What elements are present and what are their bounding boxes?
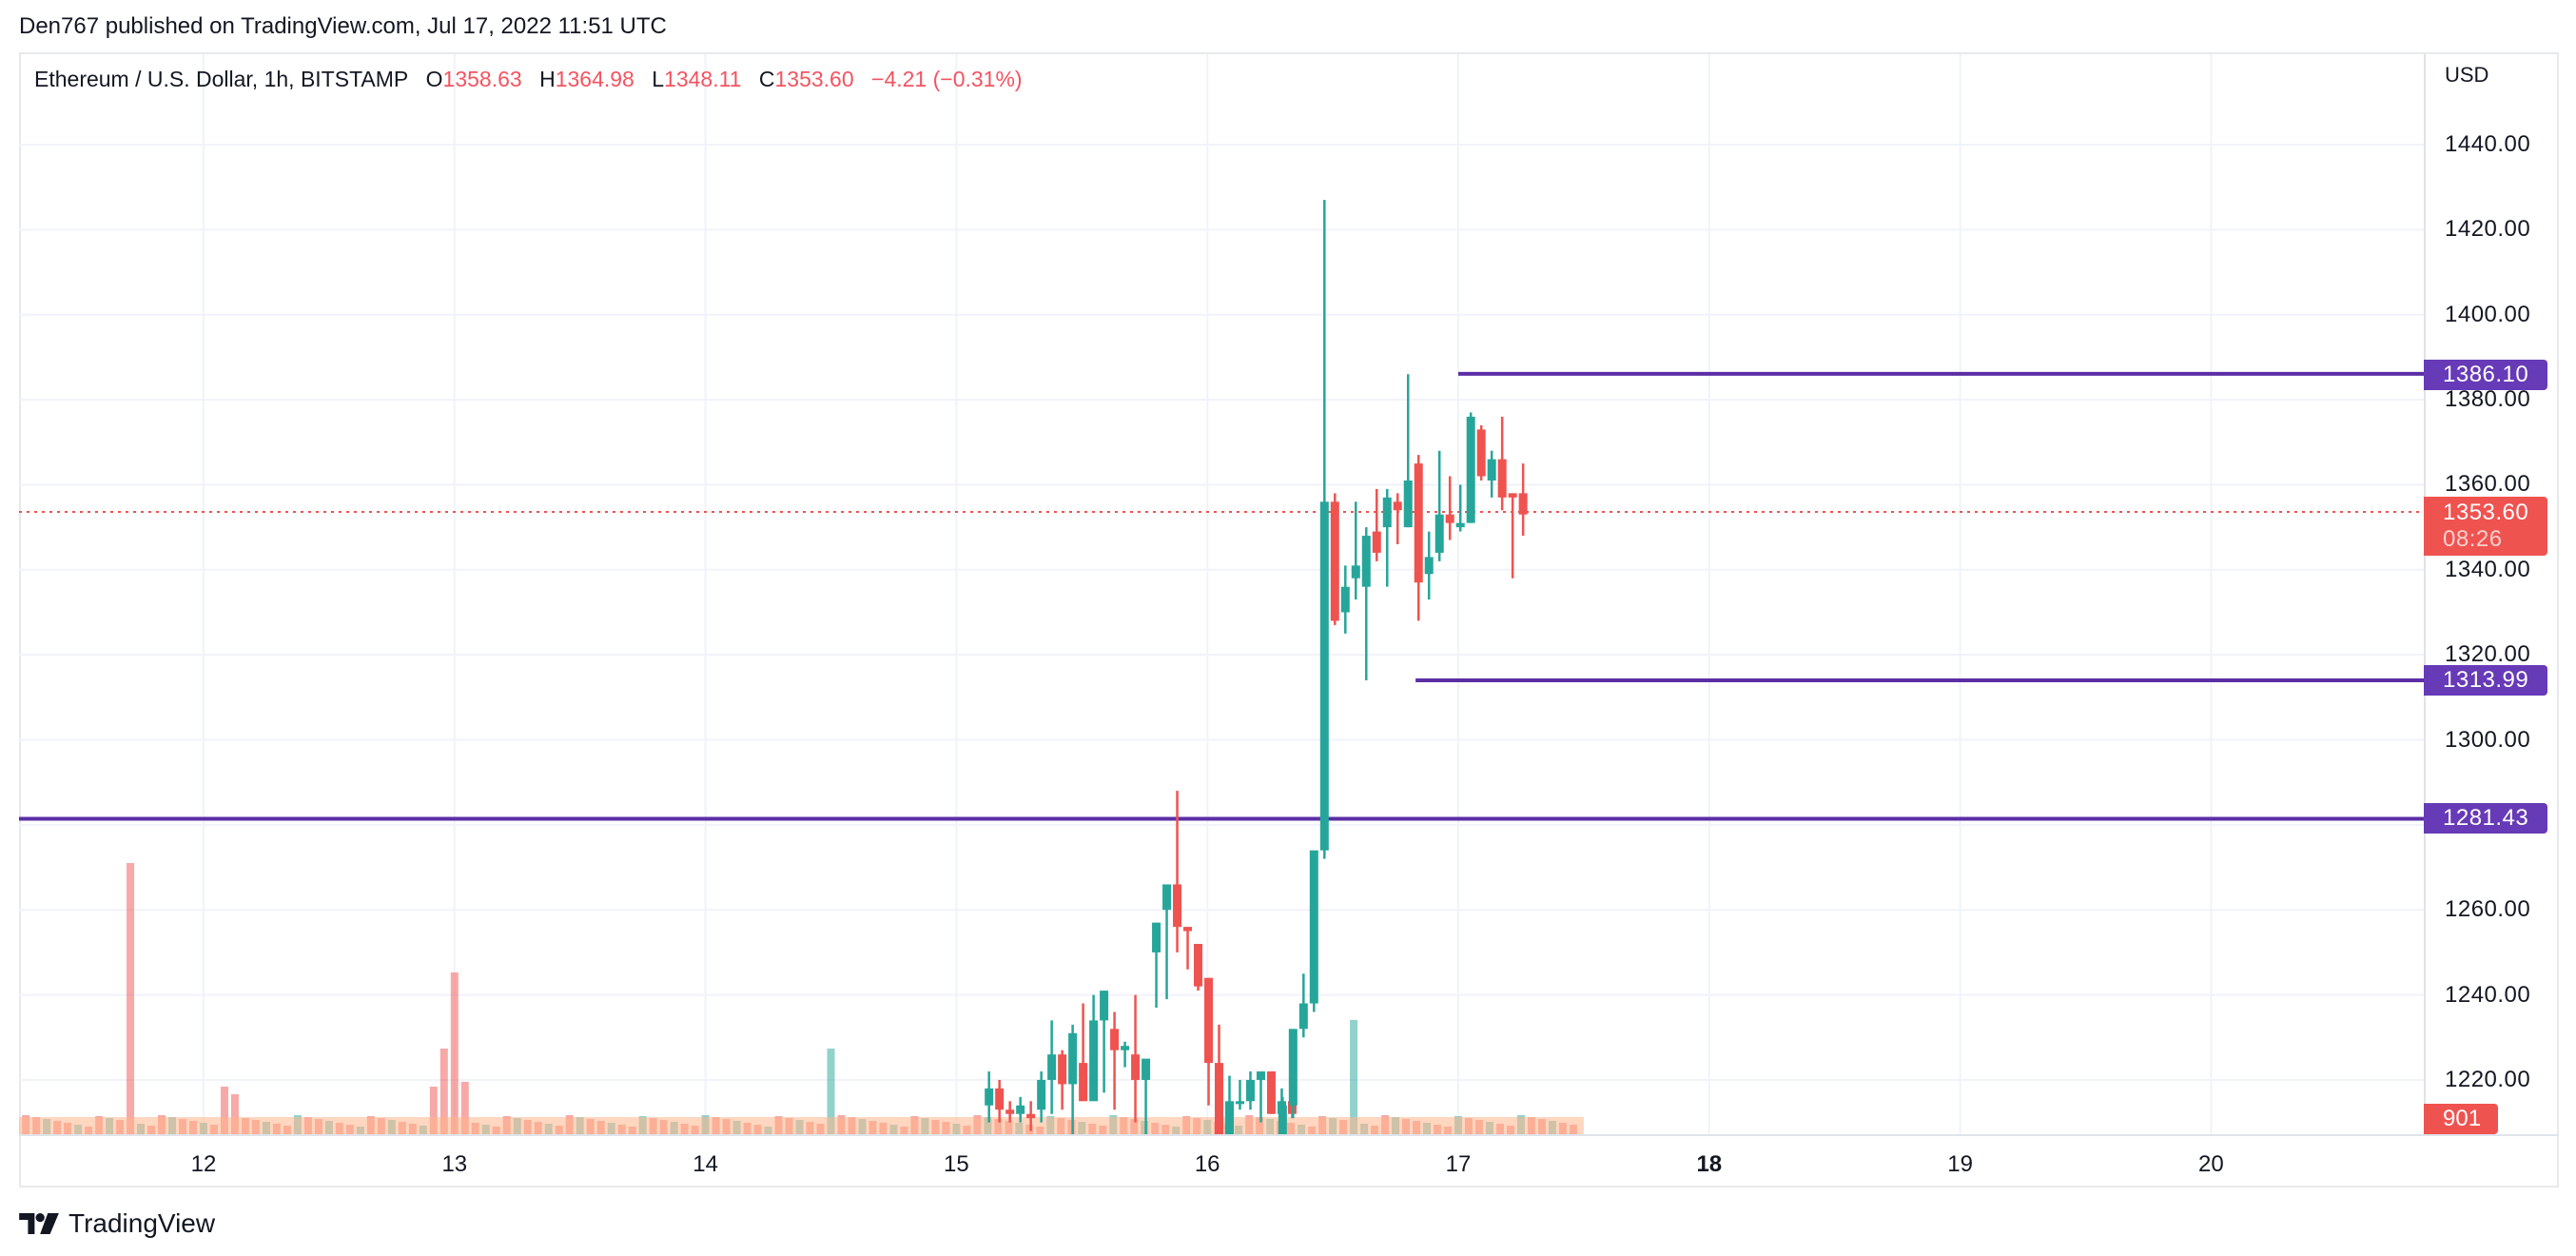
open-value: 1358.63	[442, 67, 522, 91]
low-label: L	[652, 67, 665, 91]
upper-level-badge: 1386.10	[2424, 360, 2547, 390]
bar-countdown: 08:26	[2443, 526, 2503, 552]
low-value: 1348.11	[664, 67, 742, 91]
price-tick: 1380.00	[2445, 386, 2531, 413]
candlestick-chart	[19, 54, 2424, 1134]
volume-badge: 901	[2424, 1104, 2498, 1134]
price-tick: 1440.00	[2445, 131, 2531, 157]
price-tick: 1420.00	[2445, 216, 2531, 243]
price-tick: 1240.00	[2445, 981, 2531, 1008]
time-tick: 13	[441, 1151, 468, 1177]
price-tick: 1260.00	[2445, 896, 2531, 923]
chart-frame	[19, 52, 2559, 1187]
time-tick: 20	[2198, 1151, 2224, 1177]
high-value: 1364.98	[555, 67, 634, 91]
time-tick: 18	[1696, 1151, 1723, 1177]
price-axis[interactable]	[2424, 54, 2559, 1134]
time-tick: 19	[1947, 1151, 1973, 1177]
open-label: O	[425, 67, 443, 91]
time-tick: 15	[944, 1151, 969, 1177]
price-tick: 1300.00	[2445, 726, 2531, 753]
time-tick: 16	[1194, 1151, 1220, 1177]
symbol-legend: Ethereum / U.S. Dollar, 1h, BITSTAMP O13…	[34, 67, 1023, 92]
current-price: 1353.60	[2443, 500, 2529, 525]
brand-name: TradingView	[68, 1208, 216, 1238]
chart-plot-area[interactable]	[19, 54, 2424, 1134]
publisher-line: Den767 published on TradingView.com, Jul…	[19, 13, 667, 39]
tradingview-logo[interactable]: TradingView	[19, 1208, 215, 1239]
change-value: −4.21 (−0.31%)	[871, 67, 1023, 91]
lower-level-badge: 1313.99	[2424, 665, 2547, 696]
time-tick: 17	[1445, 1151, 1472, 1177]
time-axis[interactable]	[19, 1134, 2559, 1187]
price-tick: 1220.00	[2445, 1066, 2531, 1092]
time-tick: 12	[190, 1151, 217, 1177]
close-label: C	[758, 67, 775, 91]
price-tick: 1340.00	[2445, 556, 2531, 582]
tradingview-logo-icon	[19, 1213, 59, 1234]
price-tick: 1320.00	[2445, 641, 2531, 668]
high-label: H	[539, 67, 556, 91]
price-tick: 1360.00	[2445, 471, 2531, 498]
current-price-badge: 1353.60 08:26	[2424, 497, 2547, 556]
close-value: 1353.60	[774, 67, 854, 91]
time-tick: 14	[693, 1151, 718, 1177]
price-tick: 1400.00	[2445, 301, 2531, 327]
support-level-badge: 1281.43	[2424, 803, 2547, 834]
currency-label: USD	[2445, 63, 2489, 87]
symbol-title: Ethereum / U.S. Dollar, 1h, BITSTAMP	[34, 67, 409, 91]
